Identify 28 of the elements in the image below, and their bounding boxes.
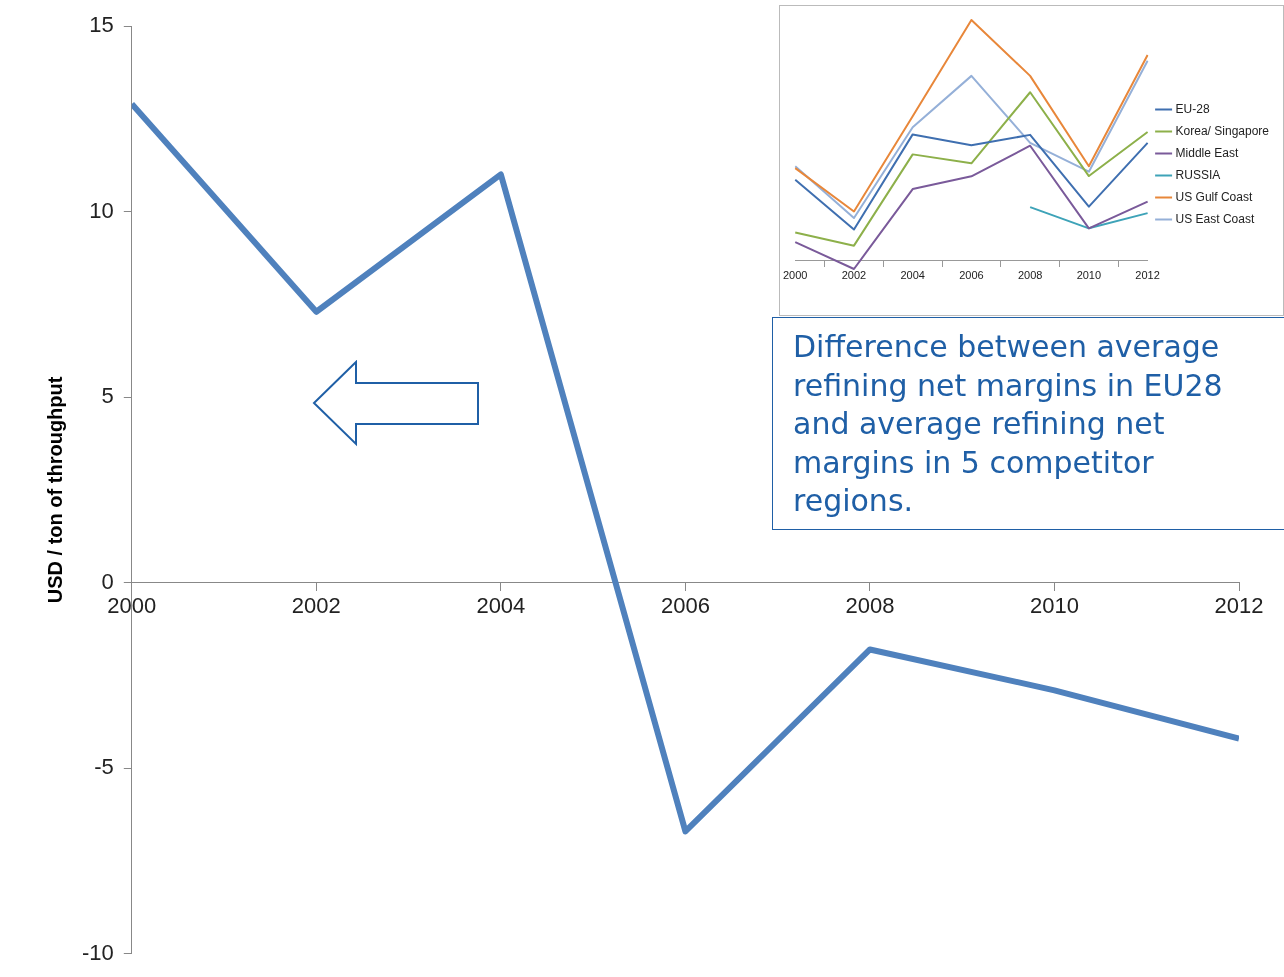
y-axis-title: USD / ton of throughput <box>43 376 66 604</box>
x-tick-label: 2000 <box>107 592 157 618</box>
x-tick-label: 2012 <box>1214 592 1264 618</box>
x-tick-label: 2010 <box>1076 269 1102 282</box>
legend-label: Korea/ Singapore <box>1175 123 1270 138</box>
x-tick-label: 2008 <box>1017 269 1043 282</box>
y-tick-label: 10 <box>89 197 114 223</box>
x-tick-label: 2010 <box>1029 592 1079 618</box>
x-tick-label: 2008 <box>845 592 895 618</box>
x-tick-label: 2006 <box>959 269 984 282</box>
legend-label: US Gulf Coast <box>1175 189 1253 204</box>
legend-label: Middle East <box>1175 145 1239 160</box>
legend-label: US East Coast <box>1175 211 1255 226</box>
x-tick-label: 2002 <box>291 592 341 618</box>
legend-label: EU-28 <box>1175 101 1210 116</box>
x-tick-label: 2004 <box>476 592 526 618</box>
x-tick-label: 2012 <box>1135 269 1160 282</box>
y-tick-label: 5 <box>101 383 114 409</box>
y-tick-label: 0 <box>101 568 114 594</box>
y-tick-label: 15 <box>89 12 114 38</box>
x-tick-label: 2002 <box>841 269 867 282</box>
x-tick-label: 2006 <box>660 592 710 618</box>
x-tick-label: 2000 <box>782 269 808 282</box>
x-tick-label: 2004 <box>900 269 925 282</box>
legend-label: RUSSIA <box>1175 167 1221 182</box>
annotation: Difference between average refining net margins in EU28 and average refining net margins in 5 competitor regions. <box>772 317 1284 530</box>
y-tick-label: -10 <box>82 939 114 965</box>
y-tick-label: -5 <box>94 754 114 780</box>
